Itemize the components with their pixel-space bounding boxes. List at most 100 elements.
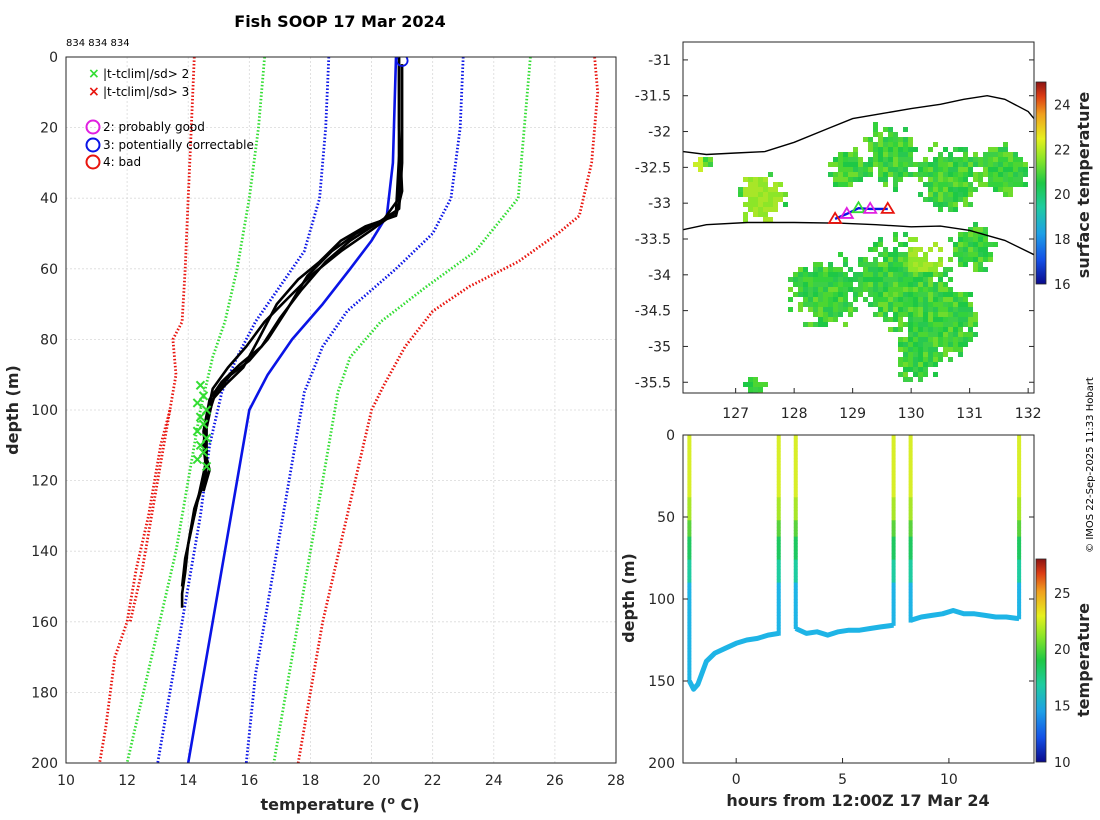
sst-pixel <box>843 162 848 167</box>
sst-pixel <box>948 287 953 292</box>
sst-pixel <box>768 172 773 177</box>
flag-x-marker <box>192 398 203 408</box>
sst-pixel <box>923 347 928 352</box>
cast-segment <box>891 448 896 452</box>
sst-pixel <box>908 152 913 157</box>
sst-pixel <box>933 172 938 177</box>
cast-segment <box>891 520 896 525</box>
sst-pixel <box>953 322 958 327</box>
cast-segment <box>891 494 896 498</box>
sst-pixel <box>858 257 863 262</box>
map-x-tick: 127 <box>722 406 749 422</box>
series-line <box>296 57 600 763</box>
cast-segment <box>1017 536 1022 541</box>
cast-segment <box>908 539 913 544</box>
sst-pixel <box>843 292 848 297</box>
sst-pixel <box>868 267 873 272</box>
sst-pixel <box>1013 152 1018 157</box>
sst-pixel <box>858 162 863 167</box>
cast-segment <box>891 621 896 626</box>
sst-pixel <box>958 162 963 167</box>
sst-pixel <box>773 182 778 187</box>
sst-pixel <box>808 302 813 307</box>
sst-pixel <box>798 287 803 292</box>
sst-pixel <box>898 362 903 367</box>
cast-segment <box>776 471 781 475</box>
cast-segment <box>891 487 896 492</box>
sst-pixel <box>938 302 943 307</box>
sst-pixel <box>998 182 1003 187</box>
sst-pixel <box>833 297 838 302</box>
cast-segment <box>793 497 798 502</box>
sst-pixel <box>918 257 923 262</box>
cast-segment <box>908 595 913 600</box>
sst-pixel <box>758 202 763 207</box>
sst-pixel <box>963 257 968 262</box>
sst-pixel <box>873 122 878 127</box>
sst-pixel <box>833 172 838 177</box>
cast-segment <box>776 480 781 485</box>
sst-pixel <box>843 182 848 187</box>
sst-pixel <box>848 267 853 272</box>
sst-pixel <box>908 307 913 312</box>
sst-pixel <box>918 367 923 372</box>
cast-segment <box>687 579 692 584</box>
sst-pixel <box>808 277 813 282</box>
map-y-tick: -32 <box>648 125 671 141</box>
legend-flag3: 3: potentially correctable <box>103 138 254 152</box>
sst-pixel <box>928 287 933 292</box>
sst-pixel <box>893 272 898 277</box>
sst-pixel <box>878 302 883 307</box>
cast-segment <box>891 553 896 557</box>
legend-circle-blue <box>85 137 101 153</box>
sst-pixel <box>873 302 878 307</box>
cast-segment <box>793 595 798 600</box>
y-tick-label: 140 <box>31 544 58 560</box>
sst-pixel <box>973 187 978 192</box>
sst-pixel <box>943 282 948 287</box>
section-y-tick: 0 <box>666 428 675 444</box>
sst-pixel <box>878 272 883 277</box>
sst-pixel <box>953 207 958 212</box>
sst-pixel <box>743 177 748 182</box>
sst-pixel <box>923 307 928 312</box>
sst-pixel <box>938 337 943 342</box>
sst-pixel <box>903 262 908 267</box>
ship-track <box>683 221 1034 256</box>
sst-pixel <box>913 357 918 362</box>
sst-pixel <box>838 157 843 162</box>
cast-segment <box>908 549 913 554</box>
cast-segment <box>776 549 781 554</box>
sst-pixel <box>908 162 913 167</box>
cast-segment <box>793 625 798 630</box>
sst-pixel <box>923 282 928 287</box>
sst-pixel <box>948 312 953 317</box>
sst-pixel <box>808 297 813 302</box>
cast-segment <box>776 510 781 515</box>
cast-segment <box>891 543 896 548</box>
sst-pixel <box>1008 162 1013 167</box>
sst-pixel <box>943 167 948 172</box>
sst-pixel <box>918 172 923 177</box>
sst-pixel <box>868 157 873 162</box>
cast-segment <box>1017 490 1022 495</box>
cast-segment <box>793 608 798 613</box>
cast-segment <box>891 461 896 466</box>
cast-segment <box>1017 503 1022 508</box>
flag-x-marker <box>195 412 206 422</box>
sst-pixel <box>778 197 783 202</box>
sst-pixel <box>963 162 968 167</box>
cast-segment <box>891 441 896 446</box>
sst-pixel <box>763 382 768 387</box>
sst-pixel <box>843 262 848 267</box>
sst-pixel <box>898 177 903 182</box>
sst-pixel <box>953 197 958 202</box>
sst-pixel <box>868 277 873 282</box>
sst-pixel <box>958 312 963 317</box>
sst-pixel <box>858 167 863 172</box>
cast-segment <box>687 667 692 672</box>
sst-pixel <box>913 372 918 377</box>
sst-pixel <box>948 207 953 212</box>
sst-pixel <box>833 277 838 282</box>
cast-segment <box>687 635 692 639</box>
